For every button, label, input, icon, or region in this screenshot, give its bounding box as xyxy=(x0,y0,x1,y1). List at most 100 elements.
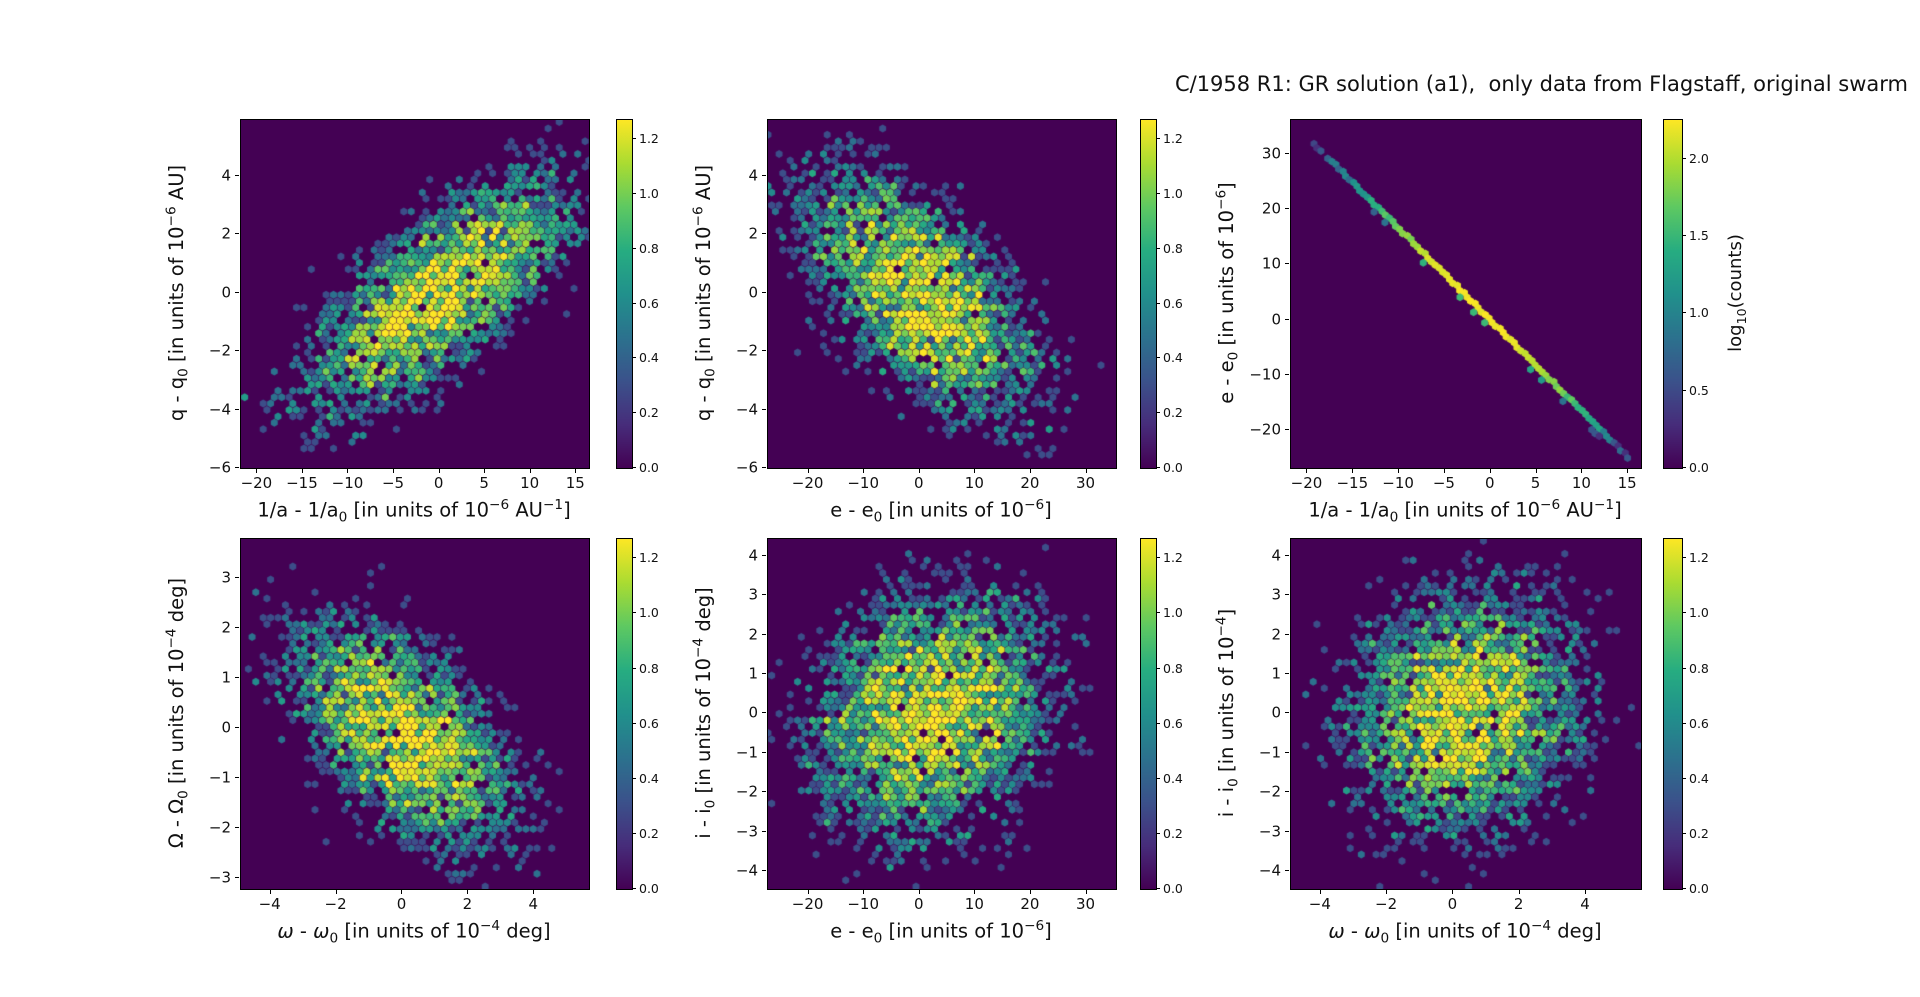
y-tick-label: 0 xyxy=(221,718,231,737)
x-tick-label: 10 xyxy=(964,895,984,913)
y-tick-label: −2 xyxy=(1258,782,1281,801)
x-tick-label: −10 xyxy=(847,474,879,492)
x-tick-mark xyxy=(1398,469,1400,473)
x-tick-mark xyxy=(401,890,403,894)
colorbar-tick-mark xyxy=(1156,467,1160,468)
y-tick-mark xyxy=(1285,318,1289,320)
colorbar-tick-mark xyxy=(632,302,636,304)
y-tick-mark xyxy=(762,350,766,352)
colorbar-tick-label: 0.0 xyxy=(1689,880,1709,896)
colorbar-tick-label: 0.4 xyxy=(639,350,659,366)
hexbin-canvas-e-vs-1overa xyxy=(1291,120,1641,468)
x-tick-mark xyxy=(393,469,395,473)
y-tick-mark xyxy=(1285,208,1289,210)
x-tick-label: 0 xyxy=(433,474,444,492)
colorbar-tick-mark xyxy=(1682,667,1686,669)
colorbar-tick-mark xyxy=(632,247,636,249)
y-tick-label: 3 xyxy=(1271,585,1281,604)
x-tick-mark xyxy=(974,890,976,894)
y-tick-mark xyxy=(1285,373,1289,375)
y-tick-label: 1 xyxy=(221,668,231,687)
y-tick-mark xyxy=(762,174,766,176)
colorbar-tick-label: 0.2 xyxy=(1163,825,1183,841)
x-tick-label: −4 xyxy=(1308,895,1331,913)
x-tick-mark xyxy=(1029,469,1031,473)
y-tick-label: 4 xyxy=(748,166,758,185)
x-tick-mark xyxy=(1581,469,1583,473)
x-tick-label: 10 xyxy=(964,474,984,492)
y-tick-mark xyxy=(235,627,239,628)
x-tick-label: −15 xyxy=(1336,474,1369,492)
y-tick-label: −2 xyxy=(208,818,231,837)
colorbar-tick-mark xyxy=(1156,722,1160,724)
colorbar-tick-mark xyxy=(1156,247,1160,249)
y-tick-label: −2 xyxy=(735,341,758,360)
colorbar-tick-mark xyxy=(632,612,636,614)
x-tick-mark xyxy=(575,469,577,473)
y-tick-label: −4 xyxy=(208,400,231,418)
y-tick-label: −4 xyxy=(735,400,758,418)
y-tick-mark xyxy=(1285,830,1289,832)
y-tick-mark xyxy=(235,408,239,410)
x-tick-mark xyxy=(1535,469,1537,473)
colorbar-tick-label: 0.4 xyxy=(1163,350,1183,366)
y-tick-mark xyxy=(1285,594,1289,596)
x-tick-mark xyxy=(467,890,469,894)
x-tick-label: −20 xyxy=(240,474,273,492)
colorbar-gradient xyxy=(617,539,632,889)
colorbar-tick-mark xyxy=(1682,612,1686,614)
y-tick-label: −2 xyxy=(208,341,231,360)
colorbar-gradient xyxy=(1141,539,1156,889)
colorbar-tick-mark xyxy=(632,888,636,889)
y-tick-label: 0 xyxy=(1271,703,1281,722)
y-tick-label: 3 xyxy=(748,585,758,604)
y-tick-label: 10 xyxy=(1261,254,1281,273)
colorbar-tick-label: 1.0 xyxy=(1689,305,1709,321)
y-axis-label-e-vs-1overa: e - e0 [in units of 10−6] xyxy=(1213,182,1242,404)
x-tick-label: 5 xyxy=(1530,474,1541,492)
hexbin-plot-Omega-vs-omega xyxy=(240,538,590,890)
colorbar-tick-mark xyxy=(632,412,636,414)
x-tick-label: 15 xyxy=(565,474,585,492)
colorbar-tick-mark xyxy=(1156,557,1160,559)
y-tick-mark xyxy=(1285,869,1289,871)
y-tick-label: 2 xyxy=(1271,625,1281,644)
colorbar-tick-label: 0.2 xyxy=(1689,825,1709,841)
x-tick-label: 10 xyxy=(520,474,540,492)
x-tick-label: 15 xyxy=(1617,474,1637,492)
x-tick-label: 4 xyxy=(528,895,539,913)
x-axis-label-q-vs-1overa: 1/a - 1/a0 [in units of 10−6 AU−1] xyxy=(257,497,571,526)
x-tick-mark xyxy=(335,890,337,894)
colorbar-gradient xyxy=(1664,539,1682,889)
x-tick-label: 20 xyxy=(1020,895,1040,913)
y-tick-label: 20 xyxy=(1261,199,1281,218)
colorbar-q-vs-1overa xyxy=(616,119,633,469)
colorbar-tick-mark xyxy=(1156,667,1160,669)
y-tick-mark xyxy=(235,577,239,578)
x-tick-label: 2 xyxy=(462,895,473,913)
colorbar-tick-mark xyxy=(632,192,636,194)
y-tick-mark xyxy=(1285,633,1289,635)
x-tick-label: 30 xyxy=(1075,895,1096,913)
x-axis-label-i-vs-e: e - e0 [in units of 10−6] xyxy=(830,918,1052,947)
colorbar-tick-mark xyxy=(1156,357,1160,359)
y-tick-label: 0 xyxy=(1271,310,1281,329)
y-tick-mark xyxy=(762,633,766,635)
x-tick-label: −2 xyxy=(1375,895,1398,913)
y-axis-label-q-vs-e: q - q0 [in units of 10−6 AU] xyxy=(690,164,719,422)
colorbar-q-vs-e xyxy=(1140,119,1157,469)
y-tick-mark xyxy=(235,877,239,878)
y-tick-mark xyxy=(235,350,239,352)
y-tick-mark xyxy=(762,233,766,235)
colorbar-tick-label: 1.2 xyxy=(1163,130,1183,146)
y-tick-mark xyxy=(235,677,239,678)
colorbar-tick-label: 0.4 xyxy=(639,770,659,786)
colorbar-tick-label: 1.2 xyxy=(639,550,659,566)
y-tick-label: −1 xyxy=(208,768,231,787)
x-tick-label: −10 xyxy=(331,474,364,492)
x-tick-mark xyxy=(807,890,809,894)
colorbar-i-vs-omega xyxy=(1663,538,1683,890)
colorbar-tick-label: 0.5 xyxy=(1689,382,1709,398)
x-tick-label: −5 xyxy=(381,474,405,492)
x-tick-label: 0 xyxy=(396,895,407,913)
